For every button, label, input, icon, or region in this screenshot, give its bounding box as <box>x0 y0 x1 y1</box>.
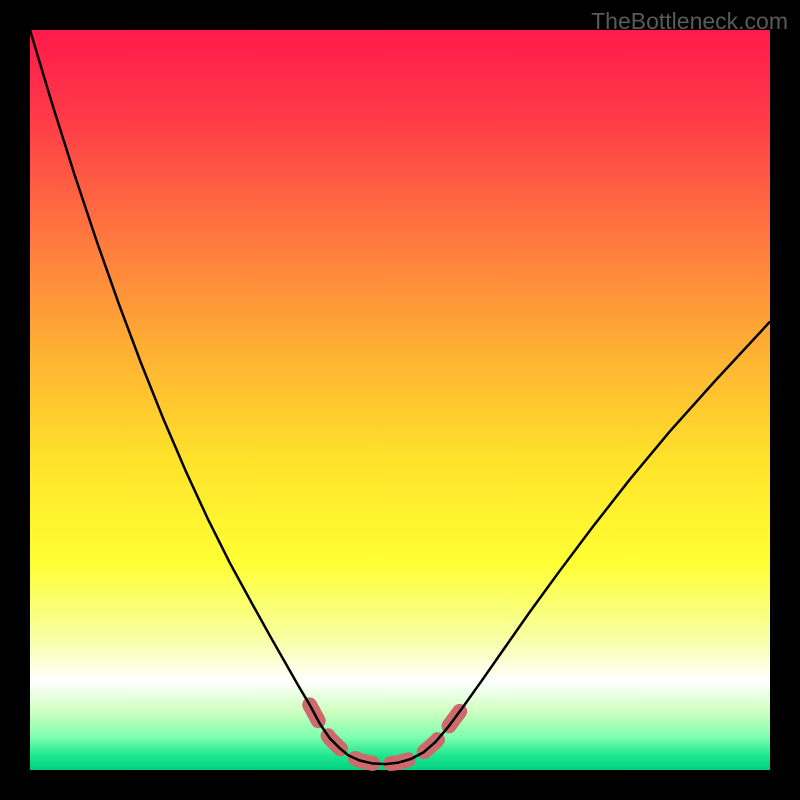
plot-area-gradient <box>30 30 770 770</box>
bottleneck-curve-chart <box>0 0 800 800</box>
chart-frame: TheBottleneck.com <box>0 0 800 800</box>
watermark-text: TheBottleneck.com <box>591 8 788 35</box>
